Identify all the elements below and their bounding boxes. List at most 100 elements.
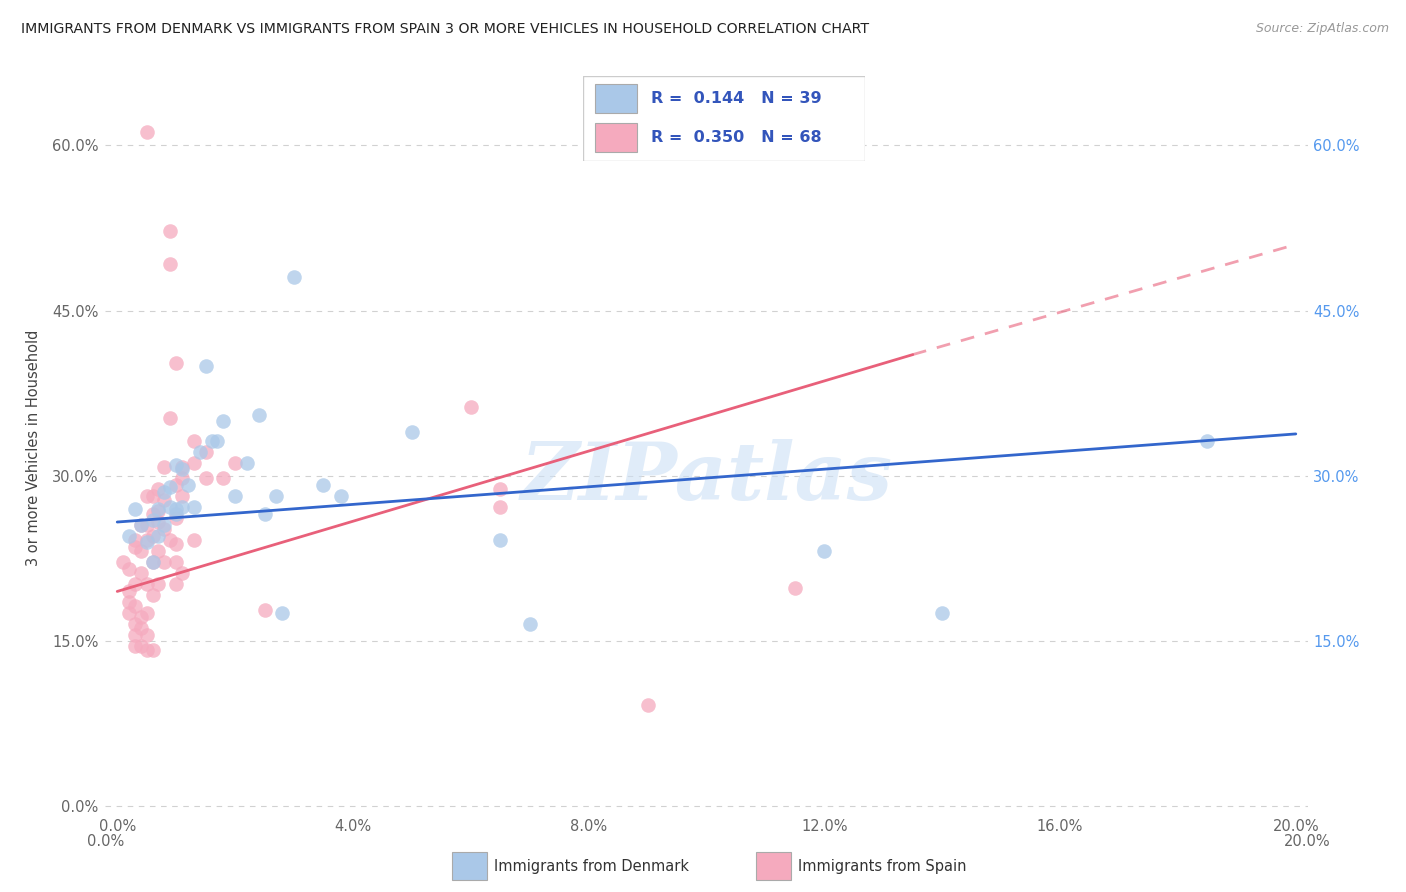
Point: [118, 595, 141, 609]
Point: [118, 607, 141, 621]
Text: R =  0.350   N = 68: R = 0.350 N = 68: [651, 130, 821, 145]
Point: [159, 533, 181, 547]
Point: [159, 224, 181, 238]
Point: [135, 125, 157, 139]
Text: R =  0.144   N = 39: R = 0.144 N = 39: [651, 91, 821, 106]
Point: [142, 508, 165, 522]
Point: [135, 628, 157, 642]
Point: [931, 607, 953, 621]
Point: [170, 471, 193, 485]
Point: [165, 477, 187, 491]
Point: [148, 501, 170, 516]
Point: [170, 500, 193, 514]
Point: [142, 555, 165, 569]
Point: [188, 444, 211, 458]
Point: [124, 576, 146, 591]
Point: [401, 425, 423, 439]
Point: [118, 562, 141, 576]
Point: [170, 566, 193, 580]
Point: [129, 518, 152, 533]
Point: [224, 456, 246, 470]
Point: [135, 607, 157, 621]
Point: [170, 462, 193, 476]
Point: [142, 489, 165, 503]
Point: [330, 489, 353, 503]
Point: [253, 508, 276, 522]
Point: [159, 411, 181, 425]
Point: [194, 471, 217, 485]
Point: [142, 642, 165, 657]
FancyBboxPatch shape: [583, 76, 865, 161]
Point: [118, 529, 141, 543]
Text: Immigrants from Denmark: Immigrants from Denmark: [494, 859, 689, 873]
Point: [129, 621, 152, 635]
Point: [153, 518, 176, 533]
Point: [153, 459, 176, 474]
Point: [271, 607, 294, 621]
Point: [124, 533, 146, 547]
Text: Source: ZipAtlas.com: Source: ZipAtlas.com: [1256, 22, 1389, 36]
Point: [165, 537, 187, 551]
Y-axis label: 3 or more Vehicles in Household: 3 or more Vehicles in Household: [25, 330, 41, 566]
Point: [135, 518, 157, 533]
Point: [153, 522, 176, 536]
Point: [159, 500, 181, 514]
Point: [783, 581, 806, 595]
Point: [148, 529, 170, 543]
Point: [153, 493, 176, 508]
Point: [283, 270, 305, 285]
Point: [135, 642, 157, 657]
Point: [135, 576, 157, 591]
Bar: [756, 853, 792, 880]
Point: [129, 640, 152, 654]
Point: [135, 533, 157, 547]
Point: [129, 609, 152, 624]
Point: [148, 576, 170, 591]
Point: [519, 617, 541, 632]
Point: [224, 489, 246, 503]
Text: IMMIGRANTS FROM DENMARK VS IMMIGRANTS FROM SPAIN 3 OR MORE VEHICLES IN HOUSEHOLD: IMMIGRANTS FROM DENMARK VS IMMIGRANTS FR…: [21, 22, 869, 37]
Point: [460, 401, 482, 415]
Point: [212, 471, 235, 485]
Bar: [595, 123, 637, 152]
Point: [148, 504, 170, 518]
Point: [489, 482, 512, 496]
Point: [165, 508, 187, 522]
Point: [194, 444, 217, 458]
Point: [124, 541, 146, 555]
Point: [129, 566, 152, 580]
Point: [112, 555, 135, 569]
Point: [177, 477, 200, 491]
Point: [489, 533, 512, 547]
Point: [142, 588, 165, 602]
Point: [165, 458, 187, 472]
Point: [153, 555, 176, 569]
Point: [183, 500, 205, 514]
Point: [266, 489, 288, 503]
Point: [212, 414, 235, 428]
Point: [165, 555, 187, 569]
Point: [118, 584, 141, 599]
Point: [148, 515, 170, 529]
Point: [200, 434, 222, 448]
Point: [148, 543, 170, 558]
Point: [124, 628, 146, 642]
Point: [194, 359, 217, 373]
Point: [637, 698, 659, 712]
Point: [148, 482, 170, 496]
Point: [170, 489, 193, 503]
Point: [813, 543, 835, 558]
Point: [142, 555, 165, 569]
Point: [124, 599, 146, 613]
Point: [135, 489, 157, 503]
Point: [129, 543, 152, 558]
Point: [142, 529, 165, 543]
Text: 0.0%: 0.0%: [87, 834, 124, 849]
Point: [159, 480, 181, 494]
Point: [129, 518, 152, 533]
Point: [142, 513, 165, 527]
Point: [253, 603, 276, 617]
Point: [124, 501, 146, 516]
Point: [183, 456, 205, 470]
Point: [153, 485, 176, 500]
